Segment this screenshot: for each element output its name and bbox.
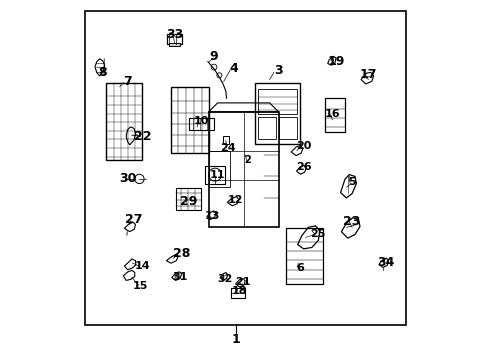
Text: 34: 34 xyxy=(377,256,394,269)
Bar xyxy=(257,117,276,139)
Bar xyxy=(85,12,405,325)
Text: 6: 6 xyxy=(296,263,304,273)
Bar xyxy=(204,166,224,184)
Text: 9: 9 xyxy=(209,50,218,63)
Text: 11: 11 xyxy=(209,170,225,180)
Bar xyxy=(168,43,179,46)
Text: 8: 8 xyxy=(99,66,107,79)
Text: 3: 3 xyxy=(274,64,282,77)
Bar xyxy=(208,151,230,187)
Text: 29: 29 xyxy=(180,195,197,208)
Text: 5: 5 xyxy=(347,177,355,187)
Bar xyxy=(188,118,214,130)
Text: 24: 24 xyxy=(220,143,236,153)
Bar xyxy=(208,112,278,226)
Bar xyxy=(176,188,201,211)
Text: 12: 12 xyxy=(227,195,243,205)
Text: 20: 20 xyxy=(295,141,311,151)
Text: 32: 32 xyxy=(217,274,232,284)
Text: 1: 1 xyxy=(231,333,240,346)
Text: 23: 23 xyxy=(343,215,360,228)
Text: 10: 10 xyxy=(193,116,209,126)
Text: 16: 16 xyxy=(324,109,340,119)
Text: 33: 33 xyxy=(165,28,183,41)
Text: 2: 2 xyxy=(244,155,250,165)
Text: 22: 22 xyxy=(133,130,151,144)
Bar xyxy=(106,83,142,160)
Bar xyxy=(285,228,323,284)
Text: 31: 31 xyxy=(172,272,187,282)
Bar xyxy=(278,117,297,139)
Bar xyxy=(255,83,300,144)
Text: 4: 4 xyxy=(229,62,238,75)
Text: 14: 14 xyxy=(134,261,150,271)
Text: 28: 28 xyxy=(173,247,190,260)
Bar xyxy=(171,87,208,153)
Bar xyxy=(325,98,344,132)
Text: 27: 27 xyxy=(124,213,142,226)
Text: 18: 18 xyxy=(231,286,246,296)
Text: 7: 7 xyxy=(123,75,132,88)
Text: 26: 26 xyxy=(295,162,311,172)
Bar xyxy=(223,136,229,144)
Bar xyxy=(230,288,244,298)
Bar xyxy=(166,35,182,44)
Text: 19: 19 xyxy=(326,55,344,68)
Text: 13: 13 xyxy=(204,211,220,221)
Text: 25: 25 xyxy=(310,229,325,239)
Text: 15: 15 xyxy=(133,281,148,291)
Text: 30: 30 xyxy=(119,172,136,185)
Bar xyxy=(257,89,297,114)
Text: 17: 17 xyxy=(359,68,376,81)
Text: 21: 21 xyxy=(234,277,250,287)
